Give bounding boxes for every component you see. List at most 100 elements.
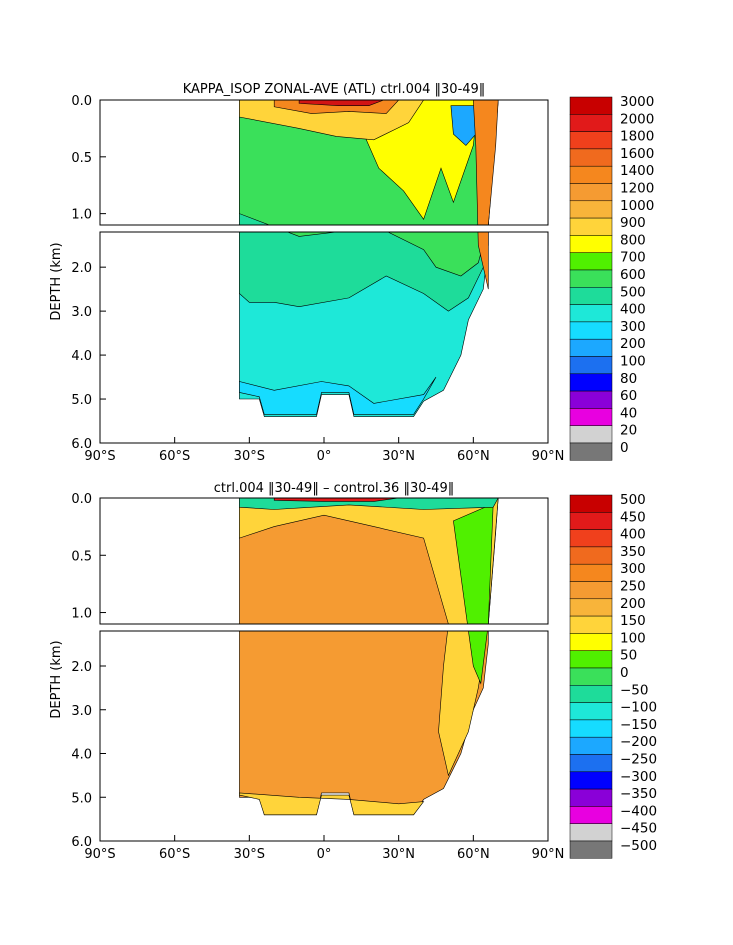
colorbar-swatch [569,529,613,548]
y-tick-label: 0.0 [71,492,92,507]
colorbar-label: 800 [620,232,646,248]
y-tick-label: 1.0 [71,607,92,622]
field-green [286,232,487,277]
x-tick-label: 60°N [457,449,490,464]
colorbar-swatch [569,356,613,375]
colorbar-swatch [569,338,613,357]
colorbar-swatch [569,823,613,842]
colorbar-swatch [569,650,613,669]
colorbar-label: −250 [620,752,657,768]
colorbar-swatch [569,806,613,824]
colorbar-swatch [569,494,613,513]
colorbar-swatch [569,96,613,115]
colorbar-label: 300 [620,319,646,335]
colorbar-label: 400 [620,302,646,318]
colorbar-swatch [569,217,613,236]
upper-box-field [239,100,499,225]
colorbar-swatch [569,512,613,530]
field-edge [239,376,437,415]
y-tick-label: 0.5 [71,549,92,564]
x-tick-label: 30°N [382,847,415,862]
x-tick-label: 60°S [159,449,190,464]
colorbar-label: 100 [620,354,646,370]
x-tick-label: 90°S [84,449,115,464]
y-tick-label: 3.0 [71,704,92,719]
colorbar-swatch [569,788,613,807]
lower-panel: ctrl.004 ‖30-49‖ – control.36 ‖30-49‖ 0.0… [49,481,657,862]
colorbar-swatch [569,615,613,634]
colorbar-label: 1400 [620,163,654,179]
x-tick-label: 0° [317,449,332,464]
colorbar-swatch [569,269,613,288]
x-tick-label: 60°S [159,847,190,862]
colorbar-label: 80 [620,371,637,387]
colorbar-swatch [569,200,613,219]
colorbar-swatch [569,390,613,409]
colorbar-label: −450 [620,821,657,837]
field-red [298,100,384,106]
field-east-orange [472,100,499,225]
colorbar-swatch [569,754,613,773]
y-tick-label: 0.0 [71,94,92,109]
colorbar-label: 350 [620,544,646,560]
colorbar-swatch [569,581,613,600]
colorbar-label: −50 [620,682,649,698]
upper-panel: KAPPA_ISOP ZONAL-AVE (ATL) ctrl.004 ‖30-… [49,82,654,464]
x-tick-label: 90°N [532,449,565,464]
colorbar-label: 100 [620,630,646,646]
colorbar-label: 900 [620,215,646,231]
colorbar-label: −100 [620,700,657,716]
colorbar-swatch [569,114,613,132]
colorbar-swatch [569,304,613,323]
colorbar-swatch [569,321,613,340]
x-tick-label: 30°S [234,449,265,464]
colorbar-swatch [569,598,613,617]
colorbar-label: 400 [620,527,646,543]
y-axis-label: DEPTH (km) [49,242,64,320]
chart-title: ctrl.004 ‖30-49‖ – control.36 ‖30-49‖ [214,481,454,496]
y-tick-label: 6.0 [71,437,92,452]
colorbar-label: 200 [620,596,646,612]
colorbar-swatch [569,373,613,392]
colorbar-label: −500 [620,838,657,854]
colorbar-swatch [569,702,613,721]
y-tick-label: 4.0 [71,748,92,763]
colorbar-swatch [569,183,613,202]
field-east-orange [477,232,489,290]
y-axis-label: DEPTH (km) [49,640,64,718]
colorbar-swatch [569,685,613,703]
colorbar-label: 700 [620,250,646,266]
y-tick-label: 5.0 [71,791,92,806]
chart-title: KAPPA_ISOP ZONAL-AVE (ATL) ctrl.004 ‖30-… [183,82,486,97]
colorbar-swatch [569,563,613,582]
colorbar-swatch [569,667,613,686]
x-tick-label: 30°N [382,449,415,464]
colorbar-label: 600 [620,267,646,283]
colorbar-label: 0 [620,440,629,456]
colorbar-label: −200 [620,734,657,750]
upper-box-frame [99,497,549,625]
colorbar-label: 0 [620,665,629,681]
field-light [239,498,499,624]
colorbar-label: 40 [620,405,637,421]
colorbar-label: 20 [620,423,637,439]
x-tick-label: 30°S [234,847,265,862]
colorbar-label: 500 [620,492,646,508]
colorbar-label: 300 [620,561,646,577]
colorbar-swatch [569,771,613,790]
colorbar-label: 60 [620,388,637,404]
upper-box-field [239,498,499,624]
y-tick-label: 5.0 [71,393,92,408]
colorbar-swatch [569,442,613,461]
colorbar-label: 1000 [620,198,654,214]
y-tick-label: 2.0 [71,261,92,276]
colorbar-swatch [569,252,613,271]
y-tick-label: 0.5 [71,151,92,166]
colorbar-label: 1600 [620,146,654,162]
x-tick-label: 90°S [84,847,115,862]
colorbar-label: 50 [620,648,637,664]
field-surface-red [273,498,399,502]
colorbar-label: 500 [620,284,646,300]
colorbar-label: 1800 [620,129,654,145]
